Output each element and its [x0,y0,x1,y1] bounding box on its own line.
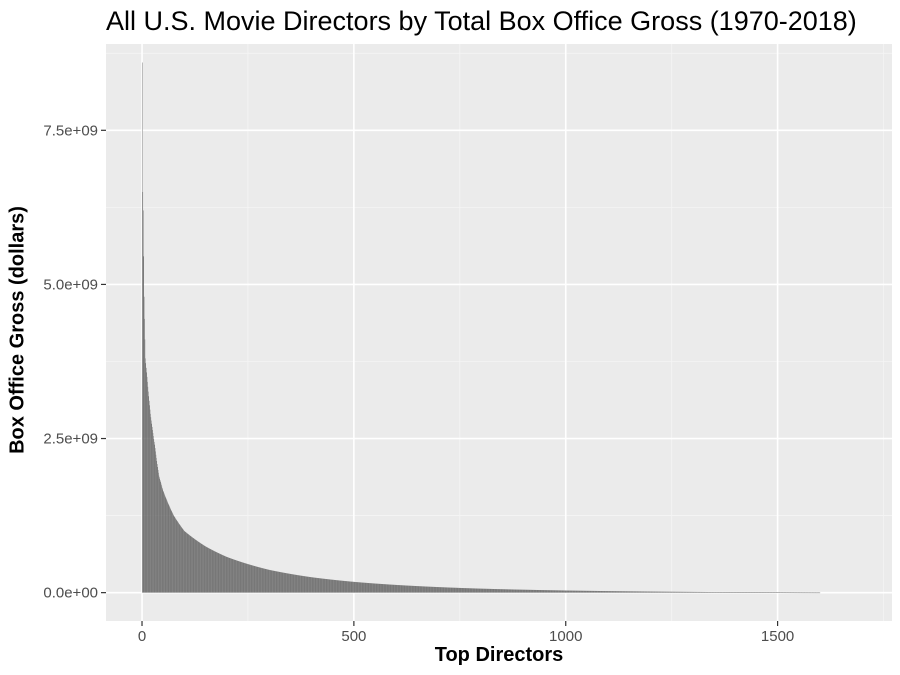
major-gridlines [106,44,892,621]
y-tick-label: 7.5e+09 [43,122,98,139]
bars [142,62,821,594]
x-tick-label: 1500 [761,628,794,645]
y-tick-label: 2.5e+09 [43,431,98,448]
minor-gridlines [106,44,892,621]
y-axis-ticks: 0.0e+00 2.5e+09 5.0e+09 7.5e+09 [43,122,106,602]
x-axis-label: Top Directors [434,644,564,666]
plot-panel [106,44,892,621]
y-axis-label: Box Office Gross (dollars) [6,206,29,454]
x-axis-ticks: 0 500 1000 1500 [138,621,794,645]
x-tick-label: 500 [341,628,366,645]
chart-title: All U.S. Movie Directors by Total Box Of… [106,6,857,36]
y-tick-label: 0.0e+00 [43,585,98,602]
y-tick-label: 5.0e+09 [43,276,98,293]
x-tick-label: 1000 [549,628,582,645]
x-tick-label: 0 [138,628,146,645]
